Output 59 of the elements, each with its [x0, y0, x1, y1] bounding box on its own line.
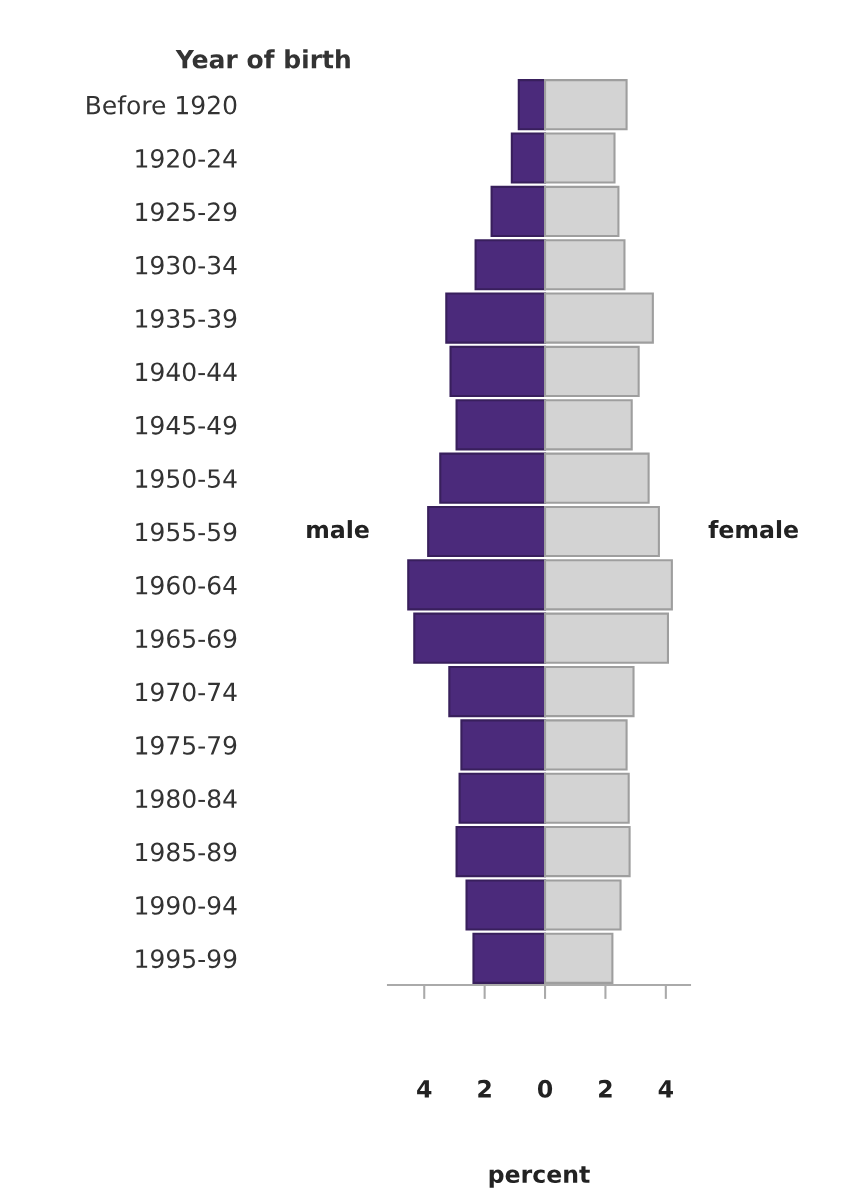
- bar: [474, 239, 547, 291]
- x-tick-label: 2: [478, 1079, 491, 1098]
- y-tick-label: 1975-79: [136, 735, 237, 755]
- bar: [544, 505, 660, 558]
- bar: [544, 185, 620, 237]
- bar: [448, 665, 547, 718]
- bar: [455, 826, 547, 878]
- bar: [544, 79, 628, 131]
- y-tick-label: 1965-69: [136, 629, 237, 649]
- bar: [472, 932, 547, 984]
- bar: [517, 79, 547, 131]
- y-tick-label: 1940-44: [136, 362, 237, 382]
- bar: [544, 452, 650, 504]
- y-tick-label: 1920-24: [136, 148, 237, 168]
- y-tick-label: 1925-29: [136, 202, 237, 222]
- y-tick-label: 1945-49: [136, 415, 237, 435]
- y-tick-label: 1990-94: [136, 895, 237, 915]
- bar: [544, 772, 630, 824]
- bar: [544, 399, 633, 451]
- x-tick-label: 2: [599, 1079, 612, 1098]
- bar: [449, 345, 547, 398]
- bar: [544, 292, 654, 344]
- bar: [544, 826, 631, 878]
- y-tick-label: 1955-59: [136, 522, 237, 542]
- bar: [510, 132, 547, 184]
- bar: [465, 879, 547, 931]
- bar: [460, 719, 547, 771]
- x-tick-label: 4: [658, 1080, 673, 1098]
- bar: [458, 772, 547, 824]
- bar: [407, 559, 547, 611]
- bar: [544, 559, 673, 611]
- bar: [544, 719, 628, 771]
- y-tick-label: 1930-34: [136, 255, 237, 275]
- y-tick-label: 1950-54: [136, 469, 237, 488]
- series-label: male: [307, 520, 369, 539]
- x-tick-label: 4: [417, 1080, 432, 1098]
- bar: [455, 399, 547, 451]
- bar: [413, 612, 547, 664]
- bar: [544, 879, 622, 931]
- y-tick-label: 1935-39: [136, 309, 237, 328]
- series-label: female: [708, 520, 798, 539]
- bar: [544, 665, 635, 718]
- y-tick-label: 1970-74: [136, 682, 237, 702]
- y-tick-label: Before 1920: [87, 95, 237, 115]
- y-tick-label: 1985-89: [136, 842, 237, 862]
- y-tick-label: 1960-64: [136, 575, 237, 595]
- bar: [445, 292, 547, 344]
- bar: [427, 505, 547, 558]
- y-tick-label: 1980-84: [136, 789, 237, 809]
- bar: [490, 185, 547, 237]
- bar: [544, 132, 616, 184]
- y-tick-label: 1995-99: [136, 949, 237, 969]
- x-tick-label: 0: [537, 1079, 553, 1098]
- bar: [544, 239, 626, 291]
- bar: [439, 452, 547, 504]
- y-axis-title: Year of birth: [175, 49, 350, 69]
- bar: [544, 612, 669, 664]
- x-axis-title: percent: [489, 1166, 590, 1188]
- bar: [544, 345, 640, 398]
